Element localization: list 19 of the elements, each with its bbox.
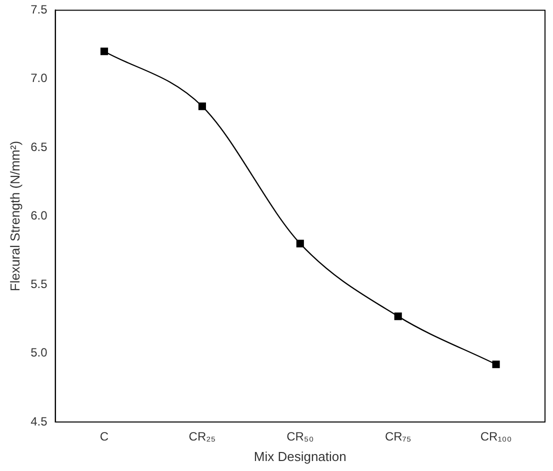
point <box>198 102 206 110</box>
y-tick-label: 4.5 <box>30 414 48 428</box>
y-tick-label: 7.0 <box>30 71 48 86</box>
y-tick-label: 5.0 <box>30 346 48 360</box>
point <box>100 48 108 56</box>
y-tick-label: 6.0 <box>30 208 48 222</box>
y-tick-label: 6.5 <box>30 140 48 154</box>
y-tick-label: 7.5 <box>30 2 48 17</box>
y-axis-title: Flexural Strength (N/mm²) <box>7 140 22 292</box>
x-tick-label: C <box>100 430 109 444</box>
x-tick-label: CR₅₀ <box>286 430 314 444</box>
x-axis-title: Mix Designation <box>254 448 346 464</box>
y-tick-label: 5.5 <box>30 277 48 292</box>
point <box>296 240 304 248</box>
x-tick-label: CR₂₅ <box>188 430 216 444</box>
x-tick-label: CR₁₀₀ <box>480 430 512 444</box>
point <box>492 360 500 368</box>
point <box>394 312 402 320</box>
x-tick-label: CR₇₅ <box>384 430 412 444</box>
